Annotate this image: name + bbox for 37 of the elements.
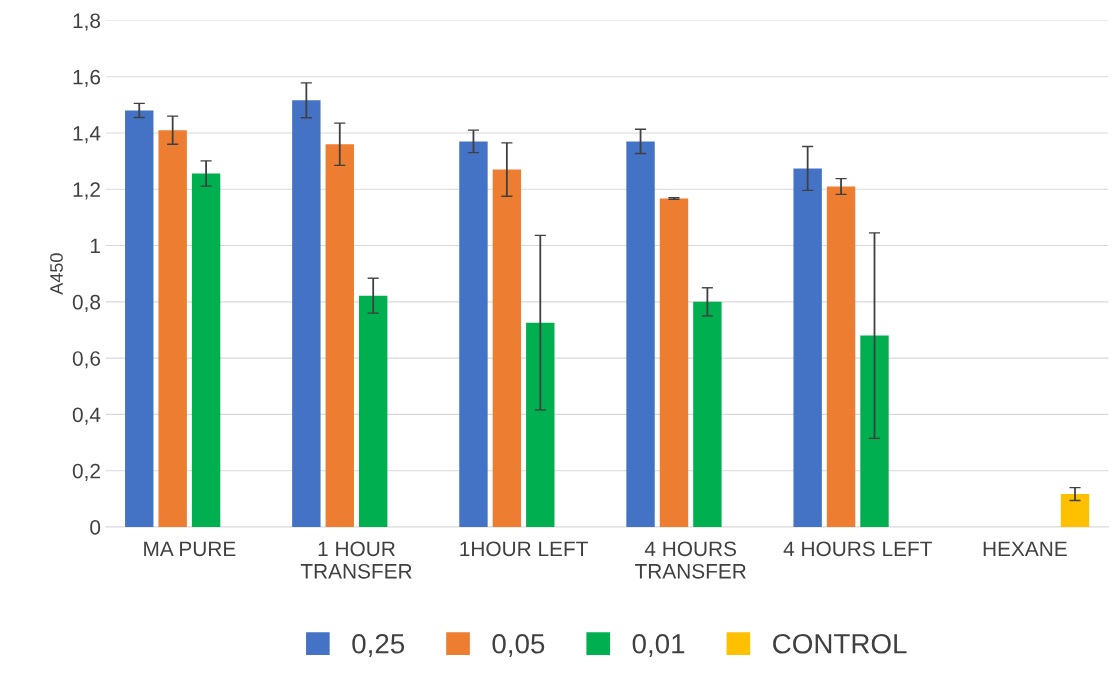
- y-tick-label: 0: [90, 520, 101, 535]
- bar: [191, 173, 221, 527]
- y-tick-label: 1,8: [73, 13, 101, 31]
- y-tick-label: 1,6: [73, 69, 101, 87]
- bar: [526, 322, 555, 527]
- bar: [826, 186, 856, 527]
- bar: [693, 301, 722, 527]
- bar: [793, 168, 822, 527]
- x-tick-label: 4 HOURS TRANSFER: [635, 541, 746, 579]
- legend-label: CONTROL: [773, 633, 907, 654]
- bar: [292, 100, 321, 527]
- y-tick-label: 0,8: [72, 294, 101, 313]
- bar: [1060, 494, 1090, 527]
- bar: [492, 169, 522, 527]
- x-tick-label: 1 HOUR TRANSFER: [300, 541, 412, 579]
- y-tick-label: 0,2: [72, 463, 100, 481]
- bar: [659, 198, 689, 527]
- bar: [860, 335, 889, 527]
- y-tick-label: 1,4: [73, 126, 101, 144]
- x-tick-label: MA PURE: [144, 541, 236, 557]
- bar: [125, 110, 154, 527]
- bar: [459, 141, 488, 527]
- y-tick-label: 0,6: [72, 351, 101, 369]
- bar: [626, 141, 655, 527]
- x-tick-label: 4 HOURS LEFT: [783, 541, 932, 557]
- x-tick-label: HEXANE: [983, 541, 1067, 556]
- y-tick-label: 1,2: [73, 182, 100, 200]
- y-tick-label: 1: [90, 238, 100, 254]
- legend-label: 0,05: [492, 633, 545, 657]
- bar: [358, 295, 388, 527]
- bar: [158, 130, 187, 527]
- y-tick-label: 0,4: [72, 407, 101, 425]
- y-axis-title: A450: [50, 253, 63, 295]
- bar: [325, 144, 354, 527]
- legend-label: 0,25: [352, 633, 405, 657]
- legend-label: 0,01: [632, 633, 685, 657]
- x-tick-label: 1HOUR LEFT: [460, 541, 588, 557]
